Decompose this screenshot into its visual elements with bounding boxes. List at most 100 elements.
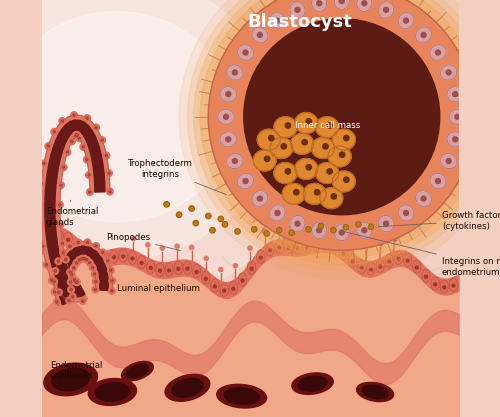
Ellipse shape — [222, 289, 226, 292]
Ellipse shape — [158, 269, 162, 272]
Ellipse shape — [60, 184, 62, 186]
Ellipse shape — [66, 239, 70, 241]
Ellipse shape — [321, 221, 325, 225]
Ellipse shape — [0, 0, 325, 304]
Ellipse shape — [404, 253, 412, 266]
Ellipse shape — [70, 264, 77, 271]
Ellipse shape — [303, 183, 326, 204]
Ellipse shape — [384, 221, 388, 226]
Ellipse shape — [284, 240, 292, 254]
Ellipse shape — [59, 240, 66, 246]
Ellipse shape — [296, 222, 300, 226]
Ellipse shape — [74, 279, 80, 286]
Ellipse shape — [70, 274, 72, 276]
Ellipse shape — [70, 293, 76, 300]
Ellipse shape — [276, 228, 282, 233]
Ellipse shape — [206, 214, 211, 219]
Ellipse shape — [73, 259, 80, 266]
Ellipse shape — [188, 0, 496, 271]
Ellipse shape — [65, 259, 67, 261]
Ellipse shape — [327, 123, 332, 128]
Ellipse shape — [200, 0, 484, 259]
Ellipse shape — [83, 258, 85, 260]
Ellipse shape — [356, 382, 394, 402]
Ellipse shape — [452, 284, 455, 287]
Ellipse shape — [60, 249, 66, 256]
Ellipse shape — [66, 243, 73, 250]
Ellipse shape — [70, 112, 78, 118]
Ellipse shape — [328, 146, 351, 167]
Ellipse shape — [84, 156, 90, 163]
Ellipse shape — [241, 279, 244, 282]
Ellipse shape — [109, 277, 116, 284]
Ellipse shape — [306, 165, 312, 170]
Ellipse shape — [146, 261, 155, 274]
Ellipse shape — [312, 138, 334, 158]
Ellipse shape — [327, 169, 332, 174]
Ellipse shape — [278, 246, 280, 249]
Ellipse shape — [331, 193, 336, 199]
Ellipse shape — [108, 288, 116, 294]
Ellipse shape — [59, 118, 66, 124]
Ellipse shape — [220, 87, 236, 102]
Ellipse shape — [76, 262, 78, 264]
Ellipse shape — [340, 152, 345, 158]
Ellipse shape — [447, 87, 464, 102]
Ellipse shape — [250, 267, 253, 270]
Ellipse shape — [296, 247, 299, 250]
Ellipse shape — [103, 152, 110, 159]
Ellipse shape — [424, 275, 428, 278]
Ellipse shape — [360, 266, 363, 269]
Ellipse shape — [406, 259, 409, 262]
Ellipse shape — [332, 129, 355, 150]
Ellipse shape — [226, 65, 243, 80]
Ellipse shape — [224, 388, 259, 404]
Ellipse shape — [214, 285, 216, 288]
Ellipse shape — [367, 262, 375, 275]
Ellipse shape — [89, 264, 96, 271]
Ellipse shape — [357, 0, 372, 12]
Ellipse shape — [104, 257, 111, 264]
Ellipse shape — [86, 241, 88, 244]
Ellipse shape — [275, 211, 280, 216]
Ellipse shape — [84, 239, 91, 246]
Ellipse shape — [176, 212, 182, 218]
Ellipse shape — [77, 241, 80, 244]
Ellipse shape — [78, 255, 86, 262]
Ellipse shape — [95, 245, 97, 247]
Ellipse shape — [362, 385, 388, 399]
Ellipse shape — [165, 263, 173, 276]
Text: Growth factors
(cytokines): Growth factors (cytokines) — [378, 211, 500, 231]
Ellipse shape — [164, 202, 170, 207]
Ellipse shape — [376, 259, 384, 272]
Ellipse shape — [119, 249, 128, 262]
Ellipse shape — [160, 246, 164, 250]
Ellipse shape — [248, 261, 256, 274]
Ellipse shape — [232, 158, 237, 163]
Ellipse shape — [88, 174, 90, 176]
Ellipse shape — [99, 137, 105, 143]
Ellipse shape — [285, 169, 290, 174]
Ellipse shape — [70, 289, 72, 291]
Ellipse shape — [189, 206, 194, 211]
Ellipse shape — [447, 132, 464, 147]
Ellipse shape — [58, 235, 60, 238]
Polygon shape — [45, 120, 105, 297]
Ellipse shape — [357, 222, 372, 239]
Ellipse shape — [44, 363, 98, 396]
Ellipse shape — [334, 0, 349, 10]
Ellipse shape — [416, 191, 432, 206]
Ellipse shape — [193, 220, 198, 226]
Ellipse shape — [226, 92, 230, 97]
Ellipse shape — [172, 378, 203, 397]
Ellipse shape — [92, 243, 100, 249]
Ellipse shape — [338, 216, 342, 219]
Ellipse shape — [72, 267, 74, 269]
Ellipse shape — [69, 271, 71, 273]
Ellipse shape — [106, 170, 112, 176]
Ellipse shape — [54, 299, 60, 305]
Ellipse shape — [94, 273, 96, 275]
Ellipse shape — [270, 138, 292, 158]
Ellipse shape — [238, 173, 254, 189]
Ellipse shape — [312, 222, 326, 239]
